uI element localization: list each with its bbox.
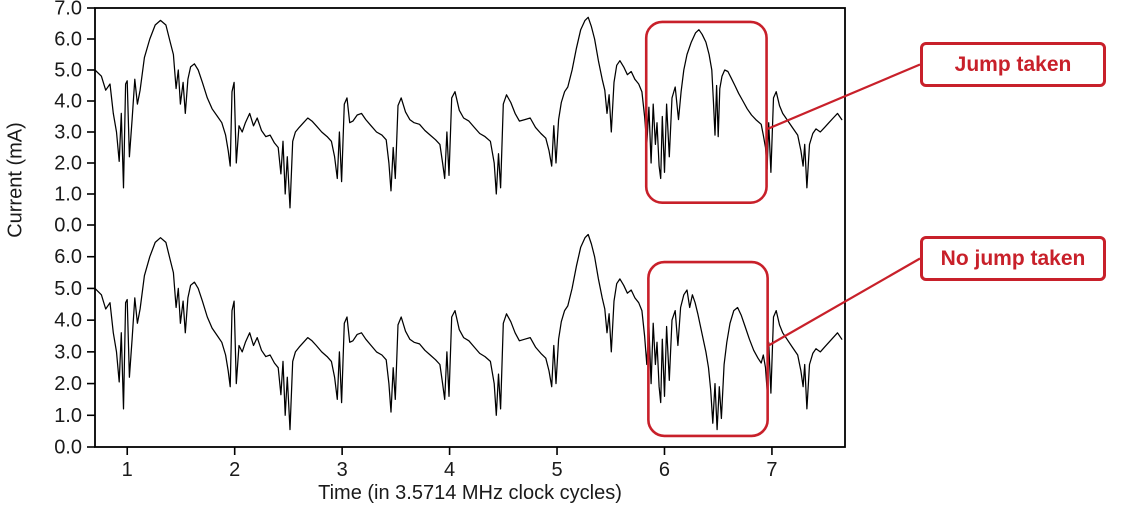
svg-text:2.0: 2.0 [54, 153, 82, 175]
svg-text:1: 1 [122, 459, 133, 481]
trace-no-jump-taken [94, 233, 843, 431]
svg-text:5: 5 [551, 459, 562, 481]
svg-text:3.0: 3.0 [54, 122, 82, 144]
svg-text:2: 2 [229, 459, 240, 481]
svg-text:4.0: 4.0 [54, 310, 82, 332]
svg-text:4: 4 [444, 459, 455, 481]
y-axis-label: Current (mA) [4, 122, 27, 238]
callout-connector-0 [766, 63, 921, 131]
x-axis-ticks: 1 2 3 4 5 6 7 [122, 447, 777, 481]
trace-jump-taken [94, 16, 843, 209]
svg-text:1.0: 1.0 [54, 405, 82, 427]
annotation-no-jump-taken: No jump taken [920, 236, 1106, 281]
callout-connector-1 [767, 257, 921, 347]
annotation-jump-taken: Jump taken [920, 42, 1106, 87]
svg-text:0.0: 0.0 [54, 437, 82, 459]
highlight-region-0 [644, 20, 768, 204]
svg-text:1.0: 1.0 [54, 184, 82, 206]
svg-text:0.0: 0.0 [54, 215, 82, 237]
svg-text:4.0: 4.0 [54, 91, 82, 113]
svg-text:3: 3 [337, 459, 348, 481]
svg-text:6.0: 6.0 [54, 246, 82, 268]
svg-text:2.0: 2.0 [54, 373, 82, 395]
svg-text:6.0: 6.0 [54, 29, 82, 51]
highlight-region-1 [647, 260, 769, 438]
y-axis-ticks: 0.0 1.0 2.0 3.0 4.0 5.0 6.0 7.0 0.0 1.0 2.0 3.0 4.0 5… [54, 0, 95, 459]
svg-text:5.0: 5.0 [54, 60, 82, 82]
x-axis-label: Time (in 3.5714 MHz clock cycles) [318, 482, 622, 504]
svg-text:5.0: 5.0 [54, 278, 82, 300]
svg-text:6: 6 [659, 459, 670, 481]
svg-text:3.0: 3.0 [54, 341, 82, 363]
svg-text:7: 7 [766, 459, 777, 481]
svg-text:7.0: 7.0 [54, 0, 82, 20]
plot-border [94, 7, 846, 448]
